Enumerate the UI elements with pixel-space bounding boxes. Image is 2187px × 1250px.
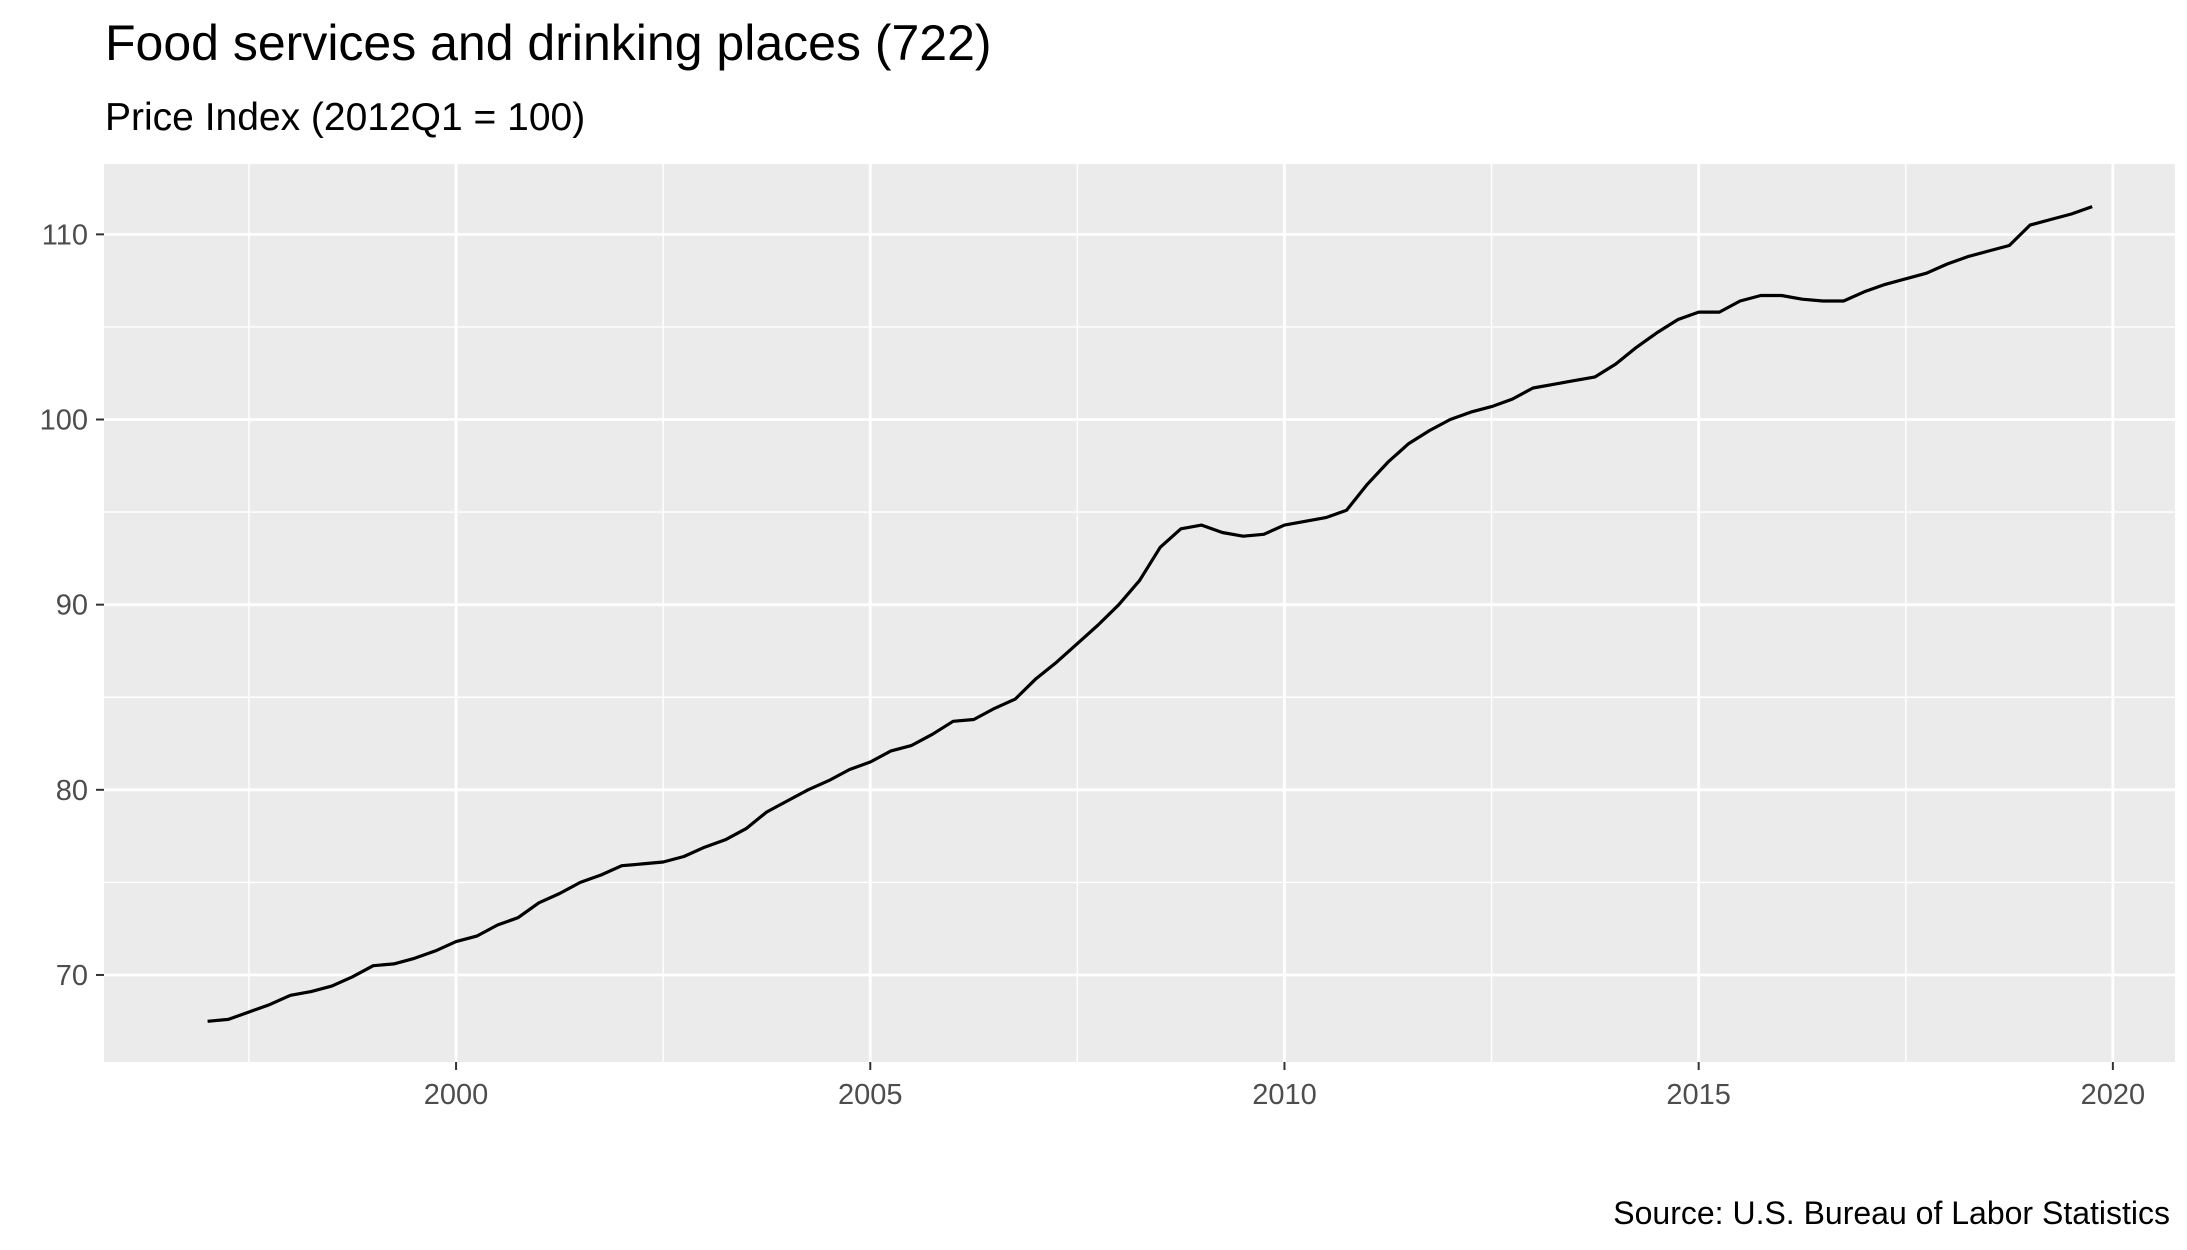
chart-title: Food services and drinking places (722) [105, 15, 992, 71]
y-axis: 70 80 90 100 110 [40, 219, 104, 992]
x-tick-label: 2015 [1666, 1079, 1731, 1111]
series-layer [207, 205, 2093, 1023]
x-tick-label: 2000 [424, 1079, 489, 1111]
x-axis: 2000 2005 2010 2015 2020 [424, 1062, 2145, 1111]
minor-gridlines [104, 164, 2175, 1062]
major-gridlines [104, 164, 2175, 1062]
plot-panel [104, 164, 2175, 1062]
y-tick-label: 80 [56, 775, 88, 807]
x-tick-label: 2020 [2081, 1079, 2146, 1111]
chart-caption: Source: U.S. Bureau of Labor Statistics [1613, 1195, 2170, 1231]
y-tick-label: 90 [56, 590, 88, 622]
chart-subtitle: Price Index (2012Q1 = 100) [105, 96, 585, 139]
x-tick-label: 2010 [1252, 1079, 1317, 1111]
y-tick-label: 110 [42, 219, 88, 251]
x-tick-label: 2005 [838, 1079, 903, 1111]
y-tick-label: 100 [40, 405, 88, 437]
y-tick-label: 70 [56, 960, 88, 992]
series-line [207, 205, 2093, 1023]
